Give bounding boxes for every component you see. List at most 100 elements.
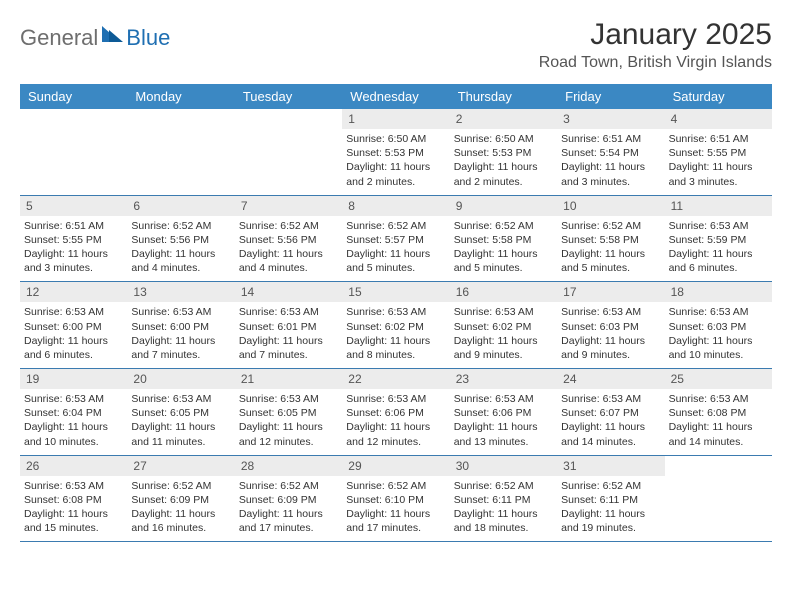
day-number: 20 xyxy=(127,369,234,389)
location-subtitle: Road Town, British Virgin Islands xyxy=(539,54,772,72)
day-number: 10 xyxy=(557,196,664,216)
day-header-cell: Wednesday xyxy=(342,84,449,109)
daylight-text: Daylight: 11 hours and 9 minutes. xyxy=(561,334,660,362)
day-number: 13 xyxy=(127,282,234,302)
daylight-text: Daylight: 11 hours and 5 minutes. xyxy=(561,247,660,275)
sunrise-text: Sunrise: 6:53 AM xyxy=(454,392,553,406)
daylight-text: Daylight: 11 hours and 10 minutes. xyxy=(24,420,123,448)
day-info: Sunrise: 6:53 AMSunset: 6:08 PMDaylight:… xyxy=(669,392,768,449)
daylight-text: Daylight: 11 hours and 15 minutes. xyxy=(24,507,123,535)
sunrise-text: Sunrise: 6:53 AM xyxy=(346,392,445,406)
day-cell: 4Sunrise: 6:51 AMSunset: 5:55 PMDaylight… xyxy=(665,109,772,195)
day-cell: 16Sunrise: 6:53 AMSunset: 6:02 PMDayligh… xyxy=(450,282,557,368)
day-number: 21 xyxy=(235,369,342,389)
day-number xyxy=(665,456,772,476)
sunset-text: Sunset: 6:07 PM xyxy=(561,406,660,420)
daylight-text: Daylight: 11 hours and 13 minutes. xyxy=(454,420,553,448)
sunset-text: Sunset: 6:10 PM xyxy=(346,493,445,507)
logo-sail-icon xyxy=(100,24,126,52)
sunset-text: Sunset: 6:08 PM xyxy=(669,406,768,420)
sunset-text: Sunset: 6:11 PM xyxy=(561,493,660,507)
day-number: 2 xyxy=(450,109,557,129)
sunset-text: Sunset: 5:55 PM xyxy=(24,233,123,247)
day-number: 31 xyxy=(557,456,664,476)
day-cell: 7Sunrise: 6:52 AMSunset: 5:56 PMDaylight… xyxy=(235,196,342,282)
daylight-text: Daylight: 11 hours and 10 minutes. xyxy=(669,334,768,362)
sunset-text: Sunset: 5:53 PM xyxy=(454,146,553,160)
day-cell xyxy=(665,456,772,542)
sunset-text: Sunset: 6:06 PM xyxy=(346,406,445,420)
sunrise-text: Sunrise: 6:53 AM xyxy=(454,305,553,319)
daylight-text: Daylight: 11 hours and 6 minutes. xyxy=(24,334,123,362)
day-header-cell: Sunday xyxy=(20,84,127,109)
day-number: 8 xyxy=(342,196,449,216)
day-info: Sunrise: 6:53 AMSunset: 6:02 PMDaylight:… xyxy=(346,305,445,362)
sunset-text: Sunset: 6:02 PM xyxy=(346,320,445,334)
sunset-text: Sunset: 6:09 PM xyxy=(239,493,338,507)
day-number: 18 xyxy=(665,282,772,302)
sunset-text: Sunset: 5:56 PM xyxy=(131,233,230,247)
sunrise-text: Sunrise: 6:52 AM xyxy=(346,219,445,233)
sunset-text: Sunset: 5:58 PM xyxy=(454,233,553,247)
week-row: 19Sunrise: 6:53 AMSunset: 6:04 PMDayligh… xyxy=(20,369,772,456)
day-cell: 11Sunrise: 6:53 AMSunset: 5:59 PMDayligh… xyxy=(665,196,772,282)
sunset-text: Sunset: 6:05 PM xyxy=(239,406,338,420)
sunrise-text: Sunrise: 6:53 AM xyxy=(346,305,445,319)
day-number: 15 xyxy=(342,282,449,302)
sunrise-text: Sunrise: 6:53 AM xyxy=(561,305,660,319)
day-cell: 21Sunrise: 6:53 AMSunset: 6:05 PMDayligh… xyxy=(235,369,342,455)
day-cell: 25Sunrise: 6:53 AMSunset: 6:08 PMDayligh… xyxy=(665,369,772,455)
week-row: 5Sunrise: 6:51 AMSunset: 5:55 PMDaylight… xyxy=(20,196,772,283)
day-number: 28 xyxy=(235,456,342,476)
sunset-text: Sunset: 6:00 PM xyxy=(24,320,123,334)
day-header-row: SundayMondayTuesdayWednesdayThursdayFrid… xyxy=(20,84,772,109)
day-cell xyxy=(20,109,127,195)
daylight-text: Daylight: 11 hours and 16 minutes. xyxy=(131,507,230,535)
day-number: 5 xyxy=(20,196,127,216)
day-number: 6 xyxy=(127,196,234,216)
daylight-text: Daylight: 11 hours and 7 minutes. xyxy=(239,334,338,362)
day-cell: 14Sunrise: 6:53 AMSunset: 6:01 PMDayligh… xyxy=(235,282,342,368)
day-cell: 31 Sunrise: 6:52 AMSunset: 6:11 PMDayligh… xyxy=(557,456,664,542)
daylight-text: Daylight: 11 hours and 18 minutes. xyxy=(454,507,553,535)
day-number: 14 xyxy=(235,282,342,302)
sunrise-text: Sunrise: 6:53 AM xyxy=(669,305,768,319)
daylight-text: Daylight: 11 hours and 3 minutes. xyxy=(669,160,768,188)
sunset-text: Sunset: 6:05 PM xyxy=(131,406,230,420)
day-cell: 3 Sunrise: 6:51 AMSunset: 5:54 PMDaylight… xyxy=(557,109,664,195)
sunrise-text: Sunrise: 6:53 AM xyxy=(131,305,230,319)
day-number: 16 xyxy=(450,282,557,302)
day-cell: 10Sunrise: 6:52 AMSunset: 5:58 PMDayligh… xyxy=(557,196,664,282)
day-cell: 17Sunrise: 6:53 AMSunset: 6:03 PMDayligh… xyxy=(557,282,664,368)
daylight-text: Daylight: 11 hours and 12 minutes. xyxy=(239,420,338,448)
week-row: 26Sunrise: 6:53 AMSunset: 6:08 PMDayligh… xyxy=(20,456,772,543)
day-number xyxy=(20,109,127,129)
day-number: 26 xyxy=(20,456,127,476)
day-cell: 12Sunrise: 6:53 AMSunset: 6:00 PMDayligh… xyxy=(20,282,127,368)
sunset-text: Sunset: 6:03 PM xyxy=(561,320,660,334)
day-cell: 27Sunrise: 6:52 AMSunset: 6:09 PMDayligh… xyxy=(127,456,234,542)
sunset-text: Sunset: 6:00 PM xyxy=(131,320,230,334)
sunset-text: Sunset: 6:01 PM xyxy=(239,320,338,334)
daylight-text: Daylight: 11 hours and 5 minutes. xyxy=(454,247,553,275)
daylight-text: Daylight: 11 hours and 2 minutes. xyxy=(454,160,553,188)
sunrise-text: Sunrise: 6:52 AM xyxy=(346,479,445,493)
day-header-cell: Saturday xyxy=(665,84,772,109)
day-number: 22 xyxy=(342,369,449,389)
week-row: 12Sunrise: 6:53 AMSunset: 6:00 PMDayligh… xyxy=(20,282,772,369)
day-info: Sunrise: 6:53 AMSunset: 5:59 PMDaylight:… xyxy=(669,219,768,276)
daylight-text: Daylight: 11 hours and 19 minutes. xyxy=(561,507,660,535)
day-info: Sunrise: 6:53 AMSunset: 6:00 PMDaylight:… xyxy=(131,305,230,362)
day-info: Sunrise: 6:52 AMSunset: 6:11 PMDaylight:… xyxy=(454,479,553,536)
sunset-text: Sunset: 5:59 PM xyxy=(669,233,768,247)
sunset-text: Sunset: 6:08 PM xyxy=(24,493,123,507)
day-info: Sunrise: 6:52 AMSunset: 5:58 PMDaylight:… xyxy=(454,219,553,276)
month-title: January 2025 xyxy=(539,18,772,52)
day-cell: 15 Sunrise: 6:53 AMSunset: 6:02 PMDayligh… xyxy=(342,282,449,368)
daylight-text: Daylight: 11 hours and 2 minutes. xyxy=(346,160,445,188)
day-info: Sunrise: 6:51 AMSunset: 5:54 PMDaylight:… xyxy=(561,132,660,189)
daylight-text: Daylight: 11 hours and 4 minutes. xyxy=(239,247,338,275)
day-number: 3 xyxy=(557,109,664,129)
day-info: Sunrise: 6:52 AMSunset: 6:11 PMDaylight:… xyxy=(561,479,660,536)
sunrise-text: Sunrise: 6:53 AM xyxy=(561,392,660,406)
